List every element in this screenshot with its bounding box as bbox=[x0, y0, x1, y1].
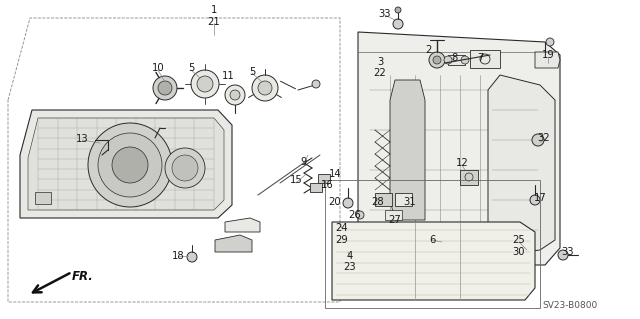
Circle shape bbox=[429, 52, 445, 68]
Circle shape bbox=[532, 134, 544, 146]
Polygon shape bbox=[20, 110, 232, 218]
Text: 33: 33 bbox=[562, 247, 574, 257]
Text: 4: 4 bbox=[347, 251, 353, 261]
Text: 25: 25 bbox=[513, 235, 525, 245]
Text: 8: 8 bbox=[452, 53, 458, 63]
Text: SV23-B0800: SV23-B0800 bbox=[542, 300, 598, 309]
Text: 24: 24 bbox=[336, 223, 348, 233]
Text: 22: 22 bbox=[374, 68, 387, 78]
Text: 29: 29 bbox=[335, 235, 348, 245]
Circle shape bbox=[546, 38, 554, 46]
Text: 20: 20 bbox=[329, 197, 341, 207]
Polygon shape bbox=[405, 230, 460, 270]
Text: 31: 31 bbox=[404, 197, 416, 207]
Circle shape bbox=[98, 133, 162, 197]
Circle shape bbox=[356, 211, 364, 219]
Text: 32: 32 bbox=[538, 133, 550, 143]
Polygon shape bbox=[470, 50, 500, 68]
Polygon shape bbox=[448, 55, 465, 65]
Text: 9: 9 bbox=[301, 157, 307, 167]
Circle shape bbox=[433, 56, 441, 64]
Polygon shape bbox=[215, 235, 252, 252]
Text: 3: 3 bbox=[377, 57, 383, 67]
Text: 5: 5 bbox=[188, 63, 194, 73]
Polygon shape bbox=[460, 170, 478, 185]
Circle shape bbox=[312, 80, 320, 88]
Polygon shape bbox=[358, 32, 560, 285]
Text: 19: 19 bbox=[541, 50, 554, 60]
Text: 26: 26 bbox=[349, 210, 362, 220]
Circle shape bbox=[440, 235, 450, 245]
Circle shape bbox=[230, 90, 240, 100]
Circle shape bbox=[461, 56, 469, 64]
Text: 18: 18 bbox=[172, 251, 184, 261]
Circle shape bbox=[393, 19, 403, 29]
Text: 21: 21 bbox=[207, 17, 220, 27]
Circle shape bbox=[395, 7, 401, 13]
Circle shape bbox=[530, 195, 540, 205]
Circle shape bbox=[172, 155, 198, 181]
Text: 10: 10 bbox=[152, 63, 164, 73]
Text: 11: 11 bbox=[221, 71, 234, 81]
Circle shape bbox=[252, 75, 278, 101]
Circle shape bbox=[225, 85, 245, 105]
Text: 17: 17 bbox=[534, 193, 547, 203]
Text: 27: 27 bbox=[388, 215, 401, 225]
Text: 28: 28 bbox=[372, 197, 384, 207]
Text: 16: 16 bbox=[321, 180, 333, 190]
Text: 5: 5 bbox=[249, 67, 255, 77]
Circle shape bbox=[343, 198, 353, 208]
Circle shape bbox=[540, 55, 550, 65]
Text: 33: 33 bbox=[379, 9, 391, 19]
Circle shape bbox=[442, 255, 448, 261]
Circle shape bbox=[558, 250, 568, 260]
Polygon shape bbox=[310, 183, 322, 192]
Polygon shape bbox=[28, 118, 224, 210]
Circle shape bbox=[158, 81, 172, 95]
Polygon shape bbox=[385, 210, 402, 220]
Text: 13: 13 bbox=[76, 134, 88, 144]
Polygon shape bbox=[375, 193, 392, 206]
Text: 12: 12 bbox=[456, 158, 468, 168]
Circle shape bbox=[88, 123, 172, 207]
Text: 1: 1 bbox=[211, 5, 217, 15]
Polygon shape bbox=[395, 193, 412, 206]
Circle shape bbox=[258, 81, 272, 95]
Polygon shape bbox=[488, 75, 555, 255]
Bar bbox=[35, 192, 51, 204]
Circle shape bbox=[112, 147, 148, 183]
Text: 30: 30 bbox=[513, 247, 525, 257]
Circle shape bbox=[165, 148, 205, 188]
Polygon shape bbox=[390, 80, 425, 220]
Polygon shape bbox=[318, 174, 330, 183]
Text: 23: 23 bbox=[344, 262, 356, 272]
Circle shape bbox=[191, 70, 219, 98]
Circle shape bbox=[197, 76, 213, 92]
Polygon shape bbox=[535, 52, 560, 68]
Text: 7: 7 bbox=[477, 53, 483, 63]
Text: FR.: FR. bbox=[72, 271, 93, 284]
Circle shape bbox=[444, 56, 452, 64]
Text: 15: 15 bbox=[290, 175, 302, 185]
Circle shape bbox=[187, 252, 197, 262]
Text: 2: 2 bbox=[425, 45, 431, 55]
Text: 6: 6 bbox=[429, 235, 435, 245]
Text: 14: 14 bbox=[329, 169, 341, 179]
Polygon shape bbox=[225, 218, 260, 232]
Circle shape bbox=[153, 76, 177, 100]
Polygon shape bbox=[332, 222, 535, 300]
